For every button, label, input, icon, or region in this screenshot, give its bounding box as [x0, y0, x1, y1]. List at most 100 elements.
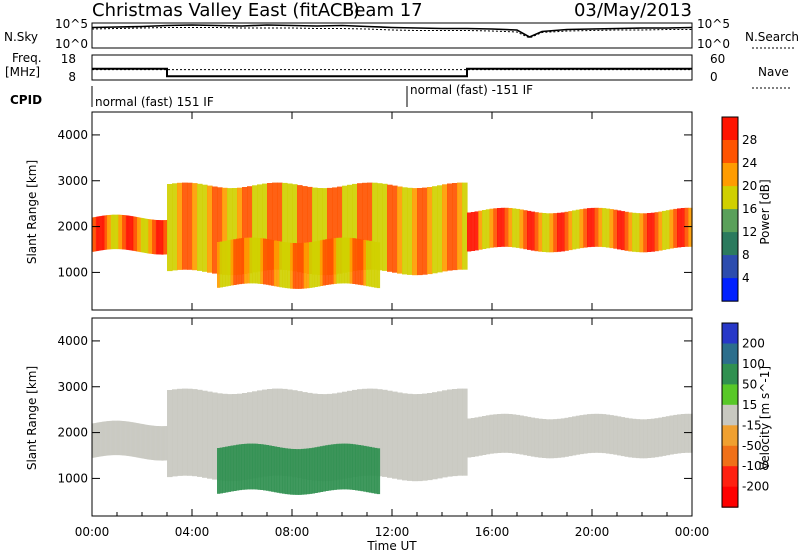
velocity-cell [155, 426, 158, 461]
velocity-cell [252, 391, 258, 479]
power-cell [114, 214, 117, 250]
noise-panel: N.Sky 10^5 10^0 10^5 10^0 N.Search [4, 17, 799, 51]
power-cell [534, 212, 539, 252]
power-cell [564, 211, 569, 251]
power-cell [246, 237, 251, 284]
colorbar-swatch [722, 232, 738, 256]
colorbar-tick-label: -200 [742, 480, 769, 494]
velocity-cell [153, 425, 156, 461]
power-cell [145, 218, 148, 254]
power-cell [317, 188, 323, 276]
velocity-cell [233, 445, 237, 491]
power-cell [287, 242, 291, 289]
power-cell [352, 238, 356, 284]
power-ylabel: Slant Range [km] [25, 160, 39, 264]
power-cell [347, 237, 351, 284]
velocity-cell [662, 416, 667, 456]
velocity-cell [292, 449, 297, 495]
colorbar-swatch [722, 343, 738, 365]
power-cell [557, 212, 562, 252]
velocity-cell [148, 425, 151, 460]
power-cell [542, 213, 547, 252]
velocity-cell [635, 419, 641, 459]
power-cell [457, 182, 463, 270]
velocity-cell [139, 423, 142, 459]
velocity-cell [530, 417, 536, 457]
power-cell [489, 208, 494, 248]
velocity-cell [442, 390, 448, 478]
power-cell [669, 209, 674, 249]
velocity-cell [301, 448, 305, 495]
power-cell [598, 207, 603, 247]
velocity-cell [92, 423, 94, 458]
velocity-cell [489, 414, 494, 454]
velocity-cell [145, 424, 148, 460]
power-cell [613, 209, 618, 249]
power-cell [333, 238, 337, 284]
power-cell [124, 215, 127, 250]
colorbar-swatch [722, 404, 738, 426]
velocity-cell [103, 421, 106, 456]
power-cell [474, 211, 479, 251]
velocity-cell [107, 421, 109, 456]
velocity-cell [246, 443, 251, 490]
velocity-cell [99, 422, 102, 457]
power-cell [673, 208, 678, 248]
power-cell [102, 215, 104, 251]
power-cell [95, 216, 98, 252]
power-cell [143, 218, 146, 253]
velocity-cell [658, 417, 663, 457]
velocity-cell [341, 443, 345, 490]
colorbar-tick-label: 4 [742, 271, 750, 285]
velocity-cell [669, 415, 674, 455]
power-cell [376, 242, 381, 289]
power-cell [157, 220, 159, 255]
velocity-cell [167, 390, 173, 478]
velocity-cell [192, 389, 198, 477]
power-cell [360, 239, 364, 286]
y-tick-label: 2000 [57, 220, 88, 234]
power-cell [368, 240, 372, 287]
power-cell [344, 237, 348, 284]
power-cell [609, 209, 614, 249]
power-cell [342, 185, 348, 273]
y-tick-label: 1000 [57, 265, 88, 279]
velocity-cell [545, 419, 551, 459]
velocity-cell [237, 393, 243, 481]
velocity-cell [119, 420, 122, 456]
power-cell [122, 215, 124, 250]
power-cell [162, 220, 164, 255]
power-cell [217, 187, 223, 275]
velocity-cell [282, 447, 286, 494]
velocity-cell [97, 422, 99, 457]
velocity-cell [134, 422, 137, 458]
power-cell [107, 215, 109, 250]
velocity-cell [100, 421, 103, 457]
power-cell [357, 239, 362, 285]
power-cell [568, 211, 573, 251]
y-tick-label: 1000 [57, 471, 88, 485]
power-cell [407, 187, 413, 275]
velocity-cell [317, 394, 323, 482]
x-tick-label: 20:00 [575, 525, 610, 539]
velocity-cell [138, 423, 141, 458]
velocity-cell [284, 448, 288, 495]
velocity-cell [387, 390, 393, 478]
freq-tick-bottom: 8 [68, 70, 76, 84]
power-cell [357, 183, 363, 271]
velocity-cell [113, 420, 116, 456]
power-cell [135, 217, 138, 252]
power-cell [277, 182, 283, 270]
velocity-cell [242, 393, 248, 481]
velocity-cell [508, 414, 513, 453]
velocity-cell [412, 394, 418, 482]
velocity-cell [452, 389, 458, 477]
velocity-cell [112, 420, 114, 456]
velocity-cell [344, 443, 348, 490]
velocity-cell [478, 416, 483, 456]
power-panel: 1000 2000 3000 4000 Slant Range [km] 4 8 12 16… [25, 111, 772, 311]
colorbar-swatch [722, 363, 738, 385]
power-cell [232, 188, 238, 276]
cpid-segment-text: normal (fast) 151 IF [95, 95, 214, 109]
nave-label: Nave [758, 65, 789, 79]
